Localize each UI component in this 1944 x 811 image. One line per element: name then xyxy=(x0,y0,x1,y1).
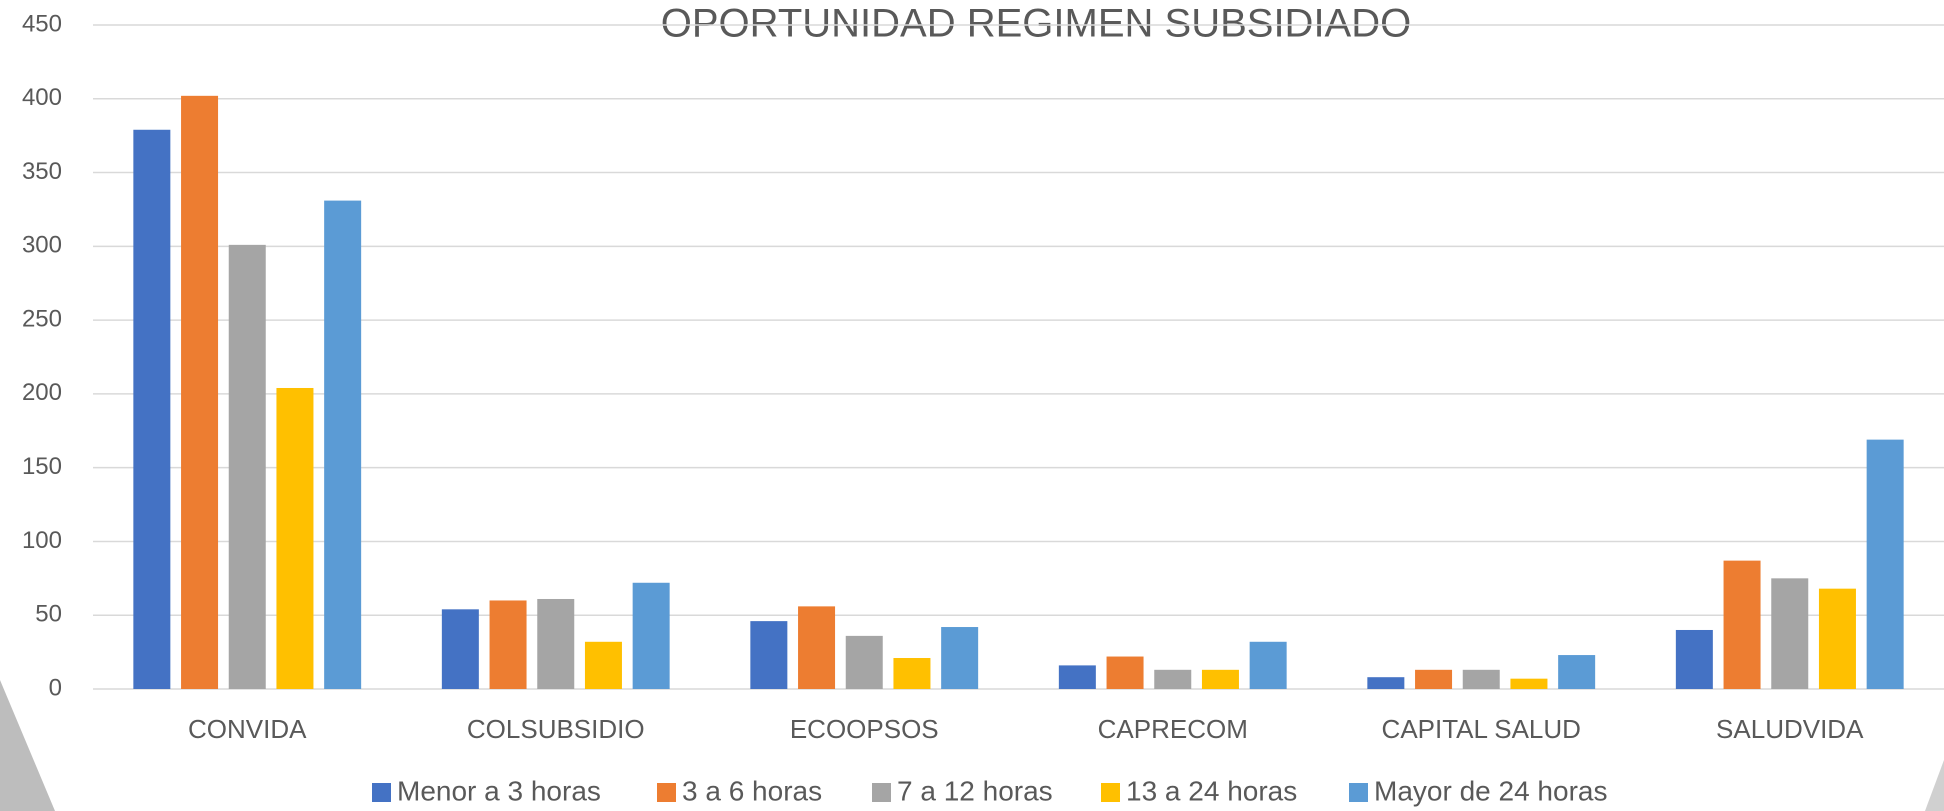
y-tick-label: 50 xyxy=(35,601,62,628)
chart-title: OPORTUNIDAD REGIMEN SUBSIDIADO xyxy=(661,2,1411,46)
bar xyxy=(1723,560,1761,689)
y-tick-label: 450 xyxy=(22,10,62,37)
bar xyxy=(1675,629,1713,689)
x-tick-label: COLSUBSIDIO xyxy=(467,714,645,744)
decoration xyxy=(1925,760,1944,811)
x-tick-label: CAPRECOM xyxy=(1098,714,1248,744)
bar xyxy=(845,635,883,689)
x-tick-label: CAPITAL SALUD xyxy=(1382,714,1581,744)
bar xyxy=(537,598,575,689)
legend-label: Mayor de 24 horas xyxy=(1374,775,1607,806)
legend-swatch xyxy=(872,783,891,802)
bar xyxy=(1462,669,1500,689)
bar xyxy=(1866,439,1904,689)
bar xyxy=(632,582,670,689)
y-tick-label: 250 xyxy=(22,305,62,332)
bar xyxy=(1367,677,1405,689)
bar xyxy=(1415,669,1453,689)
legend-label: 7 a 12 horas xyxy=(897,775,1053,806)
legend-label: Menor a 3 horas xyxy=(397,775,601,806)
legend-swatch xyxy=(1349,783,1368,802)
bar xyxy=(1154,669,1192,689)
y-tick-label: 100 xyxy=(22,527,62,554)
bar xyxy=(1818,588,1856,689)
bar xyxy=(750,621,788,689)
y-tick-label: 0 xyxy=(49,674,62,701)
decoration xyxy=(0,680,55,811)
bar xyxy=(228,244,266,689)
bar xyxy=(584,641,622,689)
legend-label: 13 a 24 horas xyxy=(1126,775,1297,806)
legend-swatch xyxy=(657,783,676,802)
bar xyxy=(1201,669,1239,689)
bar xyxy=(276,387,314,689)
bar xyxy=(893,658,931,689)
bar xyxy=(324,200,362,689)
y-tick-label: 150 xyxy=(22,453,62,480)
legend-swatch xyxy=(372,783,391,802)
bar xyxy=(1558,655,1596,689)
legend-label: 3 a 6 horas xyxy=(682,775,822,806)
bar xyxy=(1249,641,1287,689)
bar xyxy=(798,606,836,689)
y-tick-label: 300 xyxy=(22,232,62,259)
x-tick-label: CONVIDA xyxy=(188,714,307,744)
bar xyxy=(941,627,979,689)
bar xyxy=(133,129,171,689)
bar xyxy=(489,600,527,689)
bar xyxy=(441,609,479,689)
y-tick-label: 350 xyxy=(22,158,62,185)
x-tick-label: SALUDVIDA xyxy=(1716,714,1864,744)
legend-swatch xyxy=(1101,783,1120,802)
bar xyxy=(1058,665,1096,689)
y-tick-label: 400 xyxy=(22,84,62,111)
bar xyxy=(181,95,219,690)
bar xyxy=(1771,578,1809,689)
x-tick-label: ECOOPSOS xyxy=(790,714,939,744)
bar xyxy=(1510,678,1548,689)
bar xyxy=(1106,656,1144,689)
y-tick-label: 200 xyxy=(22,379,62,406)
